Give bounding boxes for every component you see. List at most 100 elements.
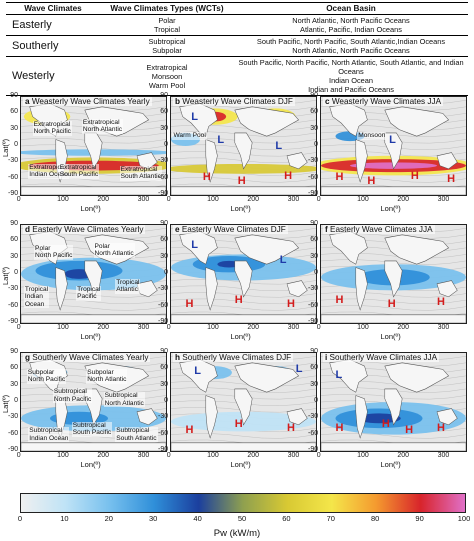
low-pressure-marker: L bbox=[217, 134, 225, 147]
continent-outline bbox=[436, 152, 458, 170]
y-tick-label: -30 bbox=[8, 157, 19, 165]
x-tick-label: 300 bbox=[287, 324, 300, 331]
panel-letter: f bbox=[325, 225, 328, 234]
ocean-basins: North Atlantic, North Pacific Oceans Atla… bbox=[234, 14, 468, 36]
y-tick-label: -60 bbox=[308, 301, 319, 309]
panel-title-text: Weasterly Wave Climates DJF bbox=[180, 97, 293, 106]
high-pressure-marker: H bbox=[410, 169, 419, 182]
map-panel-g: g Southerly Wave Climates Yearly Subpolar… bbox=[20, 352, 167, 452]
y-tick-label: -30 bbox=[8, 413, 19, 421]
panel-title-text: Southerly Wave Climates DJF bbox=[180, 353, 292, 362]
table-row: Easterly Polar Tropical North Atlantic, N… bbox=[6, 14, 468, 36]
map-panel-f: f Easterly Wave Climates JJA H H H bbox=[320, 224, 467, 324]
x-tick-label: 200 bbox=[97, 324, 110, 331]
y-tick-label: 0 bbox=[314, 141, 318, 148]
region-annotation: Subtropical South Pacific bbox=[71, 421, 113, 437]
high-pressure-marker: H bbox=[437, 421, 445, 434]
x-tick-label: 300 bbox=[437, 452, 450, 459]
panel-title-text: Weasterly Wave Climates JJA bbox=[329, 97, 442, 106]
x-tick-label: 100 bbox=[357, 196, 369, 203]
header-wct: Wave Climates Types (WCTs) bbox=[100, 2, 234, 15]
y-tick-label: -90 bbox=[158, 318, 169, 325]
y-tick-label: -30 bbox=[8, 285, 19, 293]
region-annotation: Extratropical North Atlantic bbox=[81, 118, 124, 134]
y-tick-label: -90 bbox=[158, 190, 169, 197]
continent-outline bbox=[355, 267, 368, 311]
panel-letter: e bbox=[175, 225, 180, 234]
table-row: Southerly Subtropical Subpolar South Paci… bbox=[6, 35, 468, 57]
region-annotation: Subtropical North Atlantic bbox=[103, 392, 145, 408]
x-tick-label: 100 bbox=[357, 324, 369, 331]
continent-outline bbox=[179, 103, 218, 137]
map-panel-e: e Easterly Wave Climates DJF L L H H H bbox=[170, 224, 317, 324]
y-tick-label: -30 bbox=[308, 157, 319, 165]
continent-outline bbox=[321, 442, 466, 451]
continent-outline bbox=[234, 234, 300, 265]
region-annotation: Tropical Atlantic bbox=[115, 278, 141, 294]
y-tick-label: 60 bbox=[10, 108, 18, 116]
x-tick-label: 300 bbox=[437, 324, 450, 331]
y-tick-label: 90 bbox=[310, 220, 318, 227]
high-pressure-marker: H bbox=[185, 297, 194, 310]
wave-climate-table: Wave Climates Wave Climates Types (WCTs)… bbox=[6, 2, 468, 96]
continent-outline bbox=[286, 408, 308, 426]
y-tick-label: 30 bbox=[10, 252, 18, 260]
panel-letter: i bbox=[325, 353, 328, 362]
y-tick-label: -60 bbox=[158, 301, 169, 309]
panel-letter: d bbox=[25, 225, 31, 234]
continent-outline bbox=[384, 234, 450, 265]
y-tick-label: 30 bbox=[310, 124, 318, 132]
y-tick-label: 0 bbox=[164, 397, 168, 404]
high-pressure-marker: H bbox=[381, 417, 390, 430]
continent-outline bbox=[321, 314, 466, 323]
continent-outline bbox=[21, 186, 166, 195]
x-tick-label: 0 bbox=[166, 324, 171, 331]
region-annotation: Extratropical South Atlantic bbox=[119, 165, 162, 181]
colorbar-tick-label: 20 bbox=[104, 514, 113, 523]
panel-title: d Easterly Wave Climates Yearly bbox=[23, 225, 146, 234]
panel-title: i Southerly Wave Climates JJA bbox=[323, 353, 440, 362]
panel-letter: g bbox=[25, 353, 31, 362]
x-tick-label: 0 bbox=[166, 196, 171, 203]
y-tick-label: 0 bbox=[314, 397, 318, 404]
high-pressure-marker: H bbox=[387, 297, 396, 310]
continent-outline bbox=[436, 408, 458, 426]
colorbar-tick-label: 70 bbox=[326, 514, 335, 523]
continent-outline bbox=[21, 314, 166, 323]
panel-letter: h bbox=[175, 353, 181, 362]
continent-outline bbox=[436, 280, 458, 298]
continent-outline bbox=[21, 442, 166, 451]
y-tick-label: 60 bbox=[10, 364, 18, 372]
continent-outline bbox=[384, 388, 403, 426]
low-pressure-marker: L bbox=[191, 238, 199, 251]
continent-outline bbox=[234, 132, 253, 170]
pw-blob bbox=[357, 413, 401, 424]
climate-name: Easterly bbox=[6, 14, 100, 36]
high-pressure-marker: H bbox=[202, 171, 211, 184]
y-tick-label: 60 bbox=[160, 236, 168, 244]
colorbar-label: Pw (kW/m) bbox=[213, 528, 261, 539]
map-plot bbox=[171, 225, 316, 323]
continent-outline bbox=[136, 408, 158, 426]
high-pressure-marker: H bbox=[234, 417, 243, 430]
continent-outline bbox=[384, 132, 403, 170]
high-pressure-marker: H bbox=[437, 295, 445, 308]
continent-outline bbox=[234, 106, 300, 137]
region-annotation: Subtropical Indian Ocean bbox=[28, 427, 70, 443]
map-panel-i: i Southerly Wave Climates JJA L H H H H bbox=[320, 352, 467, 452]
panel-title-text: Southerly Wave Climates Yearly bbox=[30, 353, 149, 362]
map-plot bbox=[171, 97, 316, 195]
region-annotation: Extratropical North Pacific bbox=[32, 120, 72, 136]
y-tick-label: 90 bbox=[310, 92, 318, 99]
header-wave-climates: Wave Climates bbox=[6, 2, 100, 15]
low-pressure-marker: L bbox=[194, 364, 201, 377]
x-tick-label: 0 bbox=[316, 196, 321, 203]
x-tick-label: 300 bbox=[287, 452, 300, 459]
y-axis-label: Lat(º) bbox=[1, 394, 10, 413]
continent-outline bbox=[171, 186, 316, 195]
map-panel-a: a Weasterly Wave Climates Yearly Extratro… bbox=[20, 96, 167, 196]
y-tick-label: 0 bbox=[314, 269, 318, 276]
continent-outline bbox=[234, 388, 253, 426]
y-tick-label: 30 bbox=[310, 380, 318, 388]
region-annotation: Polar North Atlantic bbox=[93, 242, 135, 258]
